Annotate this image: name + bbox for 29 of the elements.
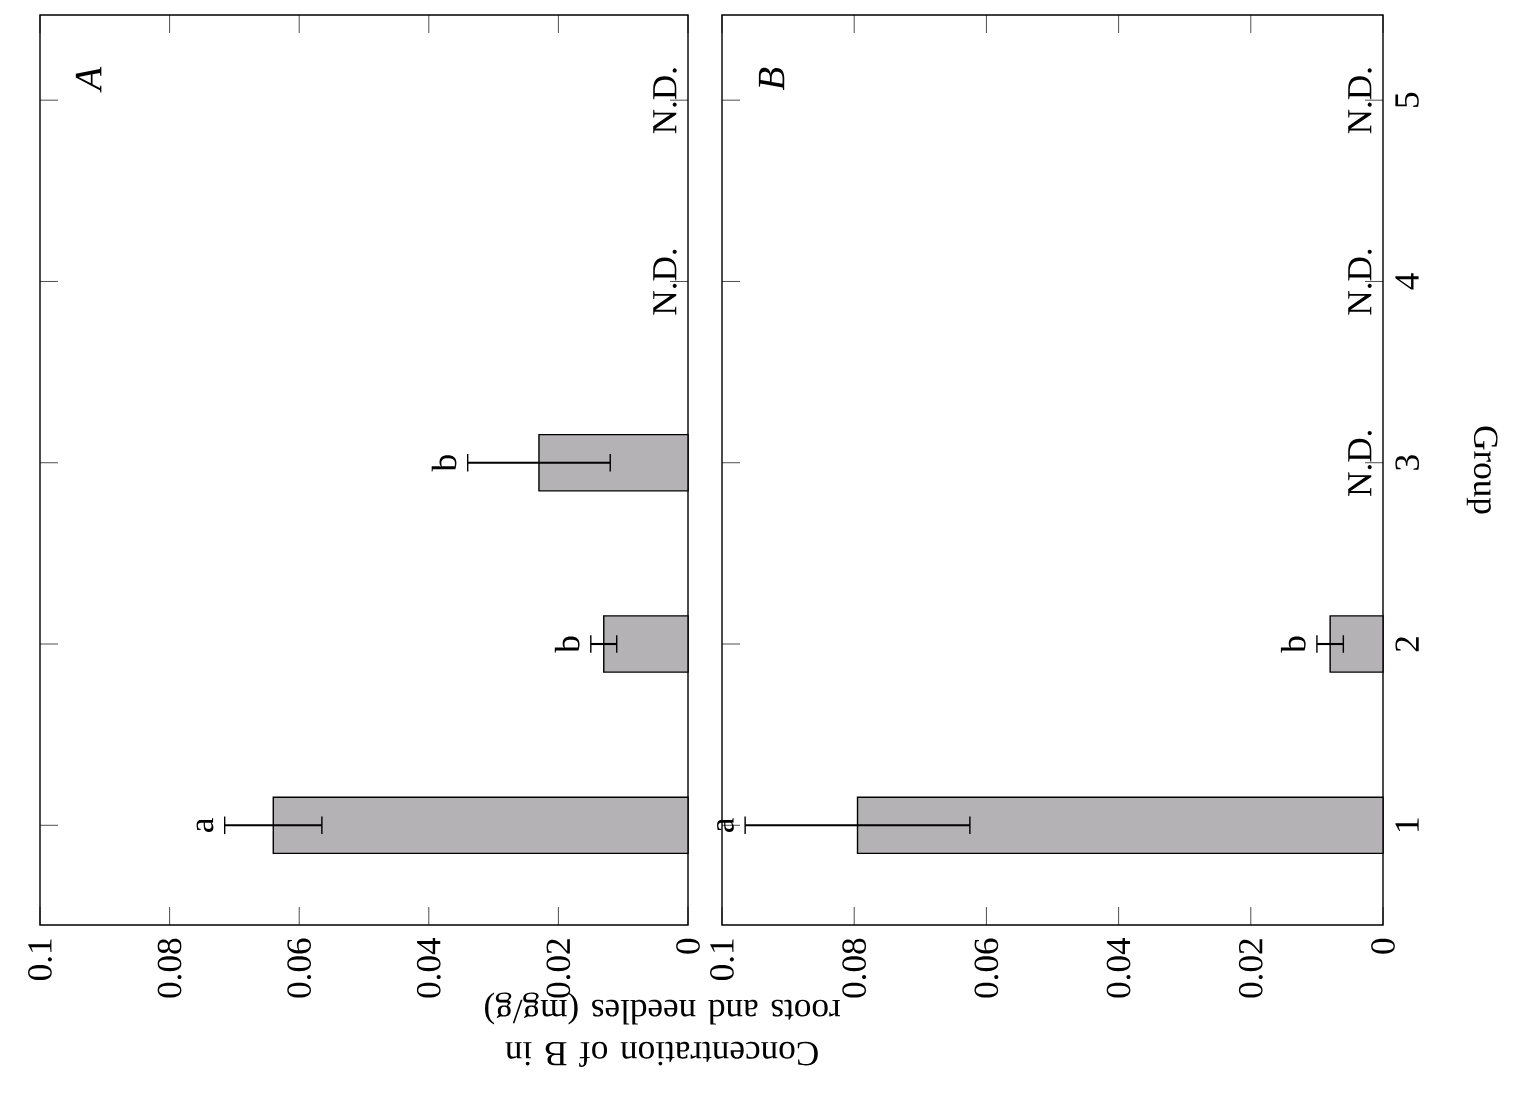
text: N.D. <box>653 249 677 315</box>
text: N.D. <box>1348 68 1372 134</box>
y-tick-label: 2 <box>1395 637 1419 652</box>
x-tick-label: 0.04 <box>416 937 441 998</box>
x-tick-label: 0.1 <box>710 939 734 981</box>
y-tick-label: 1 <box>1395 818 1419 831</box>
x-tick-label: 0.1 <box>28 939 52 981</box>
text: B <box>758 67 785 91</box>
text: N.D. <box>1348 430 1372 496</box>
text: N.D. <box>1348 249 1372 315</box>
x-tick-label: 0.06 <box>974 938 999 998</box>
text: A <box>75 66 102 93</box>
annotation: a <box>196 817 214 832</box>
annotation: b <box>431 455 457 472</box>
annotation: a <box>717 817 734 832</box>
x-tick-label: 0.02 <box>1238 939 1263 998</box>
x-tick-label: 0 <box>1371 938 1395 954</box>
x-tick-label: 0.04 <box>1106 937 1131 998</box>
annotation: b <box>554 636 580 653</box>
y-tick-label: 3 <box>1395 455 1420 470</box>
y-tick-label: 5 <box>1395 92 1419 107</box>
x-tick-label: 0.08 <box>157 938 182 998</box>
x-tick-label: 0.08 <box>842 938 867 998</box>
x-tick-label: 0.06 <box>287 938 312 998</box>
text: N.D. <box>653 68 677 134</box>
x-tick-label: 0 <box>676 938 700 954</box>
y-axis-title: Group <box>1466 426 1498 514</box>
annotation: b <box>1280 636 1306 653</box>
y-tick-label: 4 <box>1395 273 1419 290</box>
